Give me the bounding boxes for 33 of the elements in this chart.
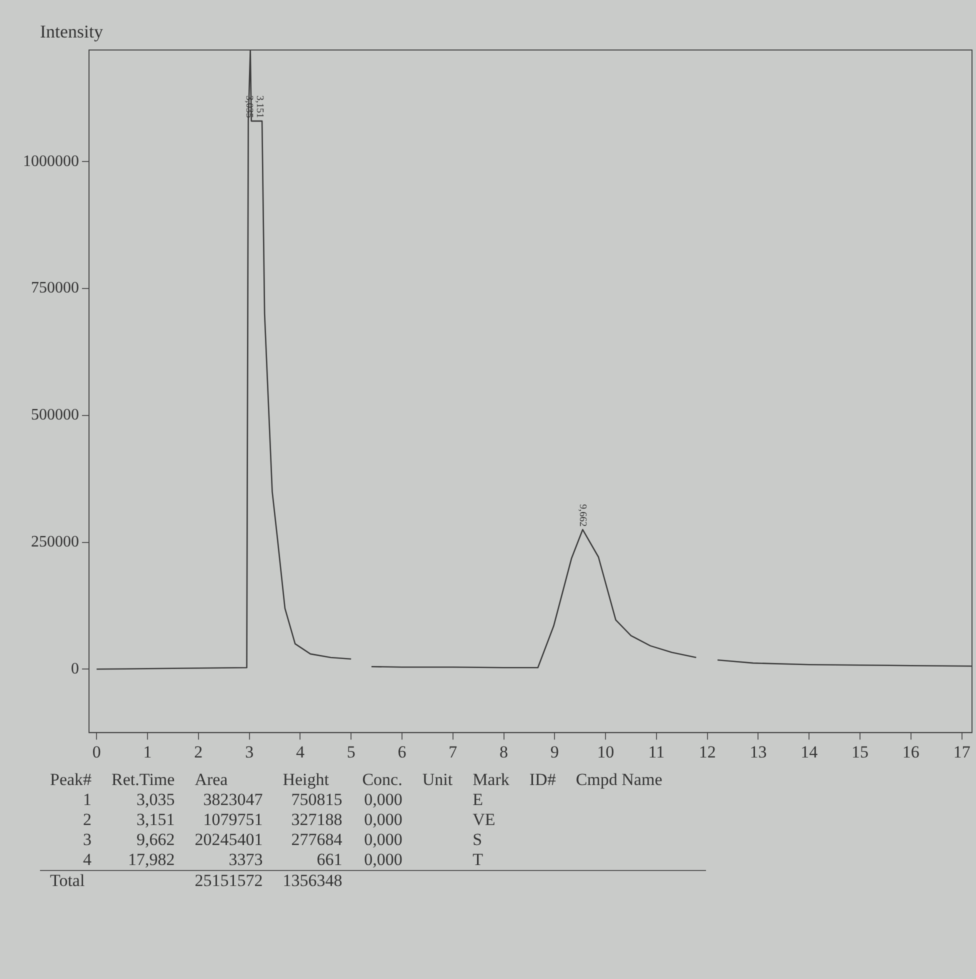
x-tick-label: 11 xyxy=(648,742,665,762)
x-tick-label: 8 xyxy=(500,742,508,762)
y-tick-label: 750000 xyxy=(31,280,79,297)
x-tick-label: 2 xyxy=(194,742,203,762)
x-tick-label: 3 xyxy=(245,742,254,762)
x-tick-label: 0 xyxy=(92,742,101,762)
x-tick-label: 6 xyxy=(398,742,406,762)
x-tick-label: 17 xyxy=(953,742,971,762)
x-tick-label: 16 xyxy=(902,742,920,762)
x-tick-label: 10 xyxy=(597,742,614,762)
text: 3 9,662 20245401 277684 0,000 S xyxy=(83,830,482,849)
y-axis-title: Intensity xyxy=(40,22,103,42)
text: 2 3,151 1079751 327188 0,000 VE xyxy=(83,810,496,829)
x-tick-label: 1 xyxy=(143,742,152,762)
text: 1 3,035 3823047 750815 0,000 E xyxy=(83,790,483,809)
x-tick-label: 15 xyxy=(852,742,869,762)
text: Peak# Ret.Time Area Height Conc. Unit Mark ID# Cmpd Name xyxy=(50,770,662,789)
y-tick-label: 500000 xyxy=(31,406,79,424)
x-tick-label: 5 xyxy=(346,742,356,762)
annotation: 9,662 xyxy=(577,504,588,527)
x-tick-label: 9 xyxy=(550,742,559,762)
x-tick-label: 13 xyxy=(750,742,767,762)
x-tick-label: 4 xyxy=(296,742,305,762)
annotation: 3,151 xyxy=(254,96,265,118)
text: 4 17,982 3373 661 0,000 T xyxy=(83,850,483,869)
y-tick-label: 1000000 xyxy=(23,152,79,170)
x-tick-label: 14 xyxy=(800,742,818,762)
x-tick-label: 12 xyxy=(698,742,716,762)
x-tick-label: 7 xyxy=(448,742,458,762)
annotation: 3,035 xyxy=(244,96,255,118)
y-tick-label: 0 xyxy=(71,660,79,678)
y-tick-label: 250000 xyxy=(31,533,79,550)
text: Total 25151572 1356348 xyxy=(50,871,342,890)
